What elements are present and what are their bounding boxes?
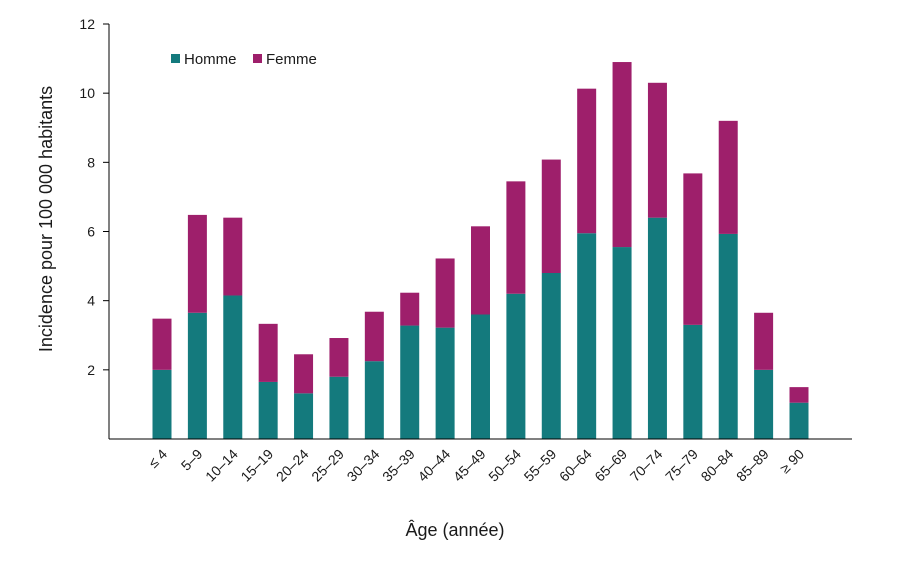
y-tick-label: 6 bbox=[87, 224, 95, 240]
bar-homme-7 bbox=[400, 325, 420, 439]
bar-homme-8 bbox=[435, 327, 455, 439]
bar-homme-4 bbox=[294, 393, 314, 439]
bar-femme-3 bbox=[258, 323, 278, 382]
y-ticks: 2 4 6 8 10 12 bbox=[79, 16, 109, 378]
x-tick-label: 35–39 bbox=[379, 446, 418, 485]
bar-femme-13 bbox=[612, 62, 632, 248]
x-tick-label: 25–29 bbox=[308, 446, 347, 485]
x-ticks: ≤ 4 5–910–1415–1920–2425–2930–3435–3940–4… bbox=[145, 446, 807, 485]
bar-homme-0 bbox=[152, 369, 172, 439]
x-tick-label: 45–49 bbox=[450, 446, 489, 485]
bars-layer bbox=[152, 62, 809, 439]
bar-homme-16 bbox=[718, 233, 738, 439]
bar-homme-1 bbox=[187, 312, 207, 439]
bar-homme-15 bbox=[683, 324, 703, 439]
y-axis-title: Incidence pour 100 000 habitants bbox=[36, 86, 56, 352]
bar-femme-4 bbox=[294, 354, 314, 394]
bar-femme-12 bbox=[577, 88, 597, 234]
bar-femme-2 bbox=[223, 217, 243, 296]
bar-femme-7 bbox=[400, 292, 420, 326]
x-tick-label: ≤ 4 bbox=[145, 446, 170, 471]
bar-femme-11 bbox=[541, 159, 561, 273]
bar-femme-5 bbox=[329, 338, 349, 377]
x-tick-label: 15–19 bbox=[237, 446, 276, 485]
bar-femme-1 bbox=[187, 214, 207, 313]
bar-homme-18 bbox=[789, 402, 809, 439]
x-tick-label: 50–54 bbox=[485, 446, 524, 485]
legend: Homme Femme bbox=[171, 51, 317, 68]
bar-femme-14 bbox=[647, 82, 667, 218]
bar-femme-9 bbox=[471, 226, 490, 315]
x-tick-label: 65–69 bbox=[591, 446, 630, 485]
bar-homme-12 bbox=[577, 233, 597, 439]
y-tick-label: 2 bbox=[87, 362, 95, 378]
bar-homme-5 bbox=[329, 376, 349, 439]
bar-homme-14 bbox=[647, 217, 667, 439]
bar-femme-8 bbox=[435, 258, 455, 328]
bar-femme-10 bbox=[506, 181, 526, 294]
bar-femme-16 bbox=[718, 120, 738, 234]
bar-homme-13 bbox=[612, 247, 632, 439]
x-tick-label: 70–74 bbox=[627, 446, 666, 485]
x-tick-label: 20–24 bbox=[273, 446, 312, 485]
bar-homme-9 bbox=[471, 314, 490, 439]
bar-homme-6 bbox=[364, 361, 384, 439]
legend-swatch-homme bbox=[171, 54, 180, 63]
bar-homme-10 bbox=[506, 293, 526, 439]
legend-label-femme: Femme bbox=[266, 51, 317, 68]
bar-homme-3 bbox=[258, 381, 278, 439]
bar-homme-17 bbox=[754, 369, 774, 439]
x-tick-label: 60–64 bbox=[556, 446, 595, 485]
x-tick-label: 5–9 bbox=[178, 446, 206, 474]
x-tick-label: 75–79 bbox=[662, 446, 701, 485]
bar-femme-6 bbox=[364, 311, 384, 362]
x-tick-label: 40–44 bbox=[414, 446, 453, 485]
bar-femme-17 bbox=[754, 312, 774, 370]
y-tick-label: 12 bbox=[79, 16, 95, 32]
legend-label-homme: Homme bbox=[184, 51, 237, 68]
x-axis-title: Âge (année) bbox=[405, 520, 504, 540]
x-tick-label: 30–34 bbox=[344, 446, 383, 485]
y-tick-label: 8 bbox=[87, 154, 95, 170]
bar-femme-0 bbox=[152, 318, 172, 370]
x-tick-label: 85–89 bbox=[733, 446, 772, 485]
x-tick-label: 55–59 bbox=[521, 446, 560, 485]
y-tick-label: 10 bbox=[79, 85, 95, 101]
bar-femme-18 bbox=[789, 387, 809, 403]
bar-homme-2 bbox=[223, 295, 243, 439]
x-tick-label: 80–84 bbox=[697, 446, 736, 485]
y-tick-label: 4 bbox=[87, 293, 95, 309]
x-tick-label: ≥ 90 bbox=[777, 446, 808, 477]
bar-homme-11 bbox=[541, 273, 561, 439]
legend-swatch-femme bbox=[253, 54, 262, 63]
bar-femme-15 bbox=[683, 173, 703, 325]
x-tick-label: 10–14 bbox=[202, 446, 241, 485]
